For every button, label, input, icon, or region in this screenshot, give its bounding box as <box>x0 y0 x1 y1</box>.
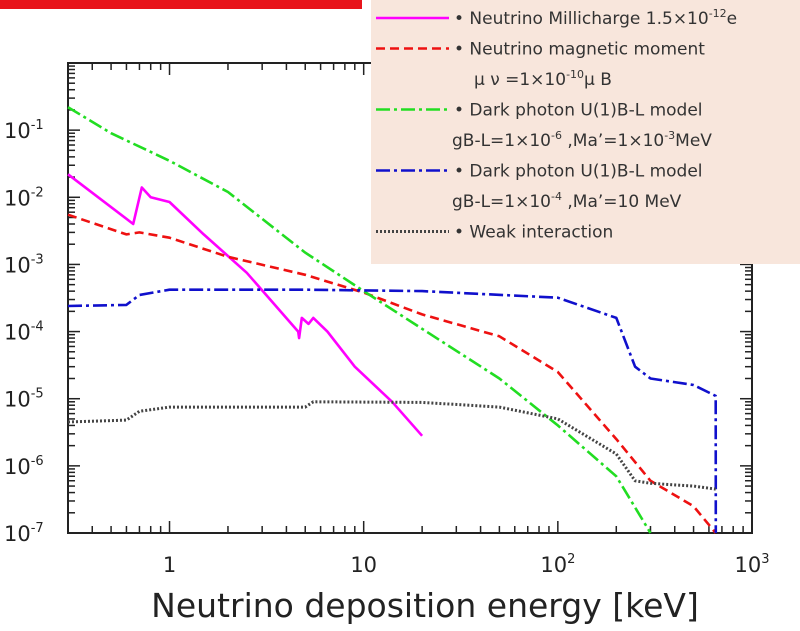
y-tick-label: 10-2 <box>4 185 44 210</box>
y-tick-label: 10-5 <box>4 387 44 412</box>
y-tick-labels: 10-1 10-2 10-3 10-4 10-5 10-6 10-7 <box>4 118 44 546</box>
y-tick-label: 10-6 <box>4 454 44 479</box>
legend-label: • Neutrino Millicharge 1.5×10-12e <box>454 7 737 29</box>
series-line-1 <box>67 173 424 437</box>
x-axis-label: Neutrino deposition energy [keV] <box>151 586 699 625</box>
legend-label: • Neutrino magnetic moment <box>454 40 705 60</box>
legend-box <box>371 0 800 264</box>
legend-label: • Dark photon U(1)B-L model <box>454 162 703 182</box>
legend-label: • Weak interaction <box>454 223 613 243</box>
x-tick-label: 1 <box>163 553 176 577</box>
legend: • Neutrino Millicharge 1.5×10-12e • Neutr… <box>371 0 800 264</box>
legend-label: • Dark photon U(1)B-L model <box>454 101 703 121</box>
x-tick-labels: 1 10 102 103 <box>163 552 770 577</box>
x-tick-label: 102 <box>540 552 575 577</box>
legend-label: μ ν =1×10-10μ B <box>474 68 612 90</box>
series-line-3 <box>67 106 652 534</box>
legend-label: gB-L=1×10-4 ,Ma’=10 MeV <box>452 190 682 212</box>
series-line-4 <box>67 288 718 534</box>
y-tick-label: 10-4 <box>4 320 44 345</box>
header-accent-bar <box>0 0 362 9</box>
legend-label: gB-L=1×10-6 ,Ma’=1×10-3MeV <box>452 129 712 151</box>
series-line-2 <box>67 213 717 534</box>
series-line-5 <box>67 400 716 491</box>
x-tick-label: 103 <box>734 552 769 577</box>
y-tick-label: 10-7 <box>4 521 44 546</box>
x-tick-label: 10 <box>350 553 377 577</box>
y-tick-label: 10-3 <box>4 252 44 277</box>
series-layer <box>67 106 718 534</box>
y-tick-label: 10-1 <box>4 118 44 143</box>
